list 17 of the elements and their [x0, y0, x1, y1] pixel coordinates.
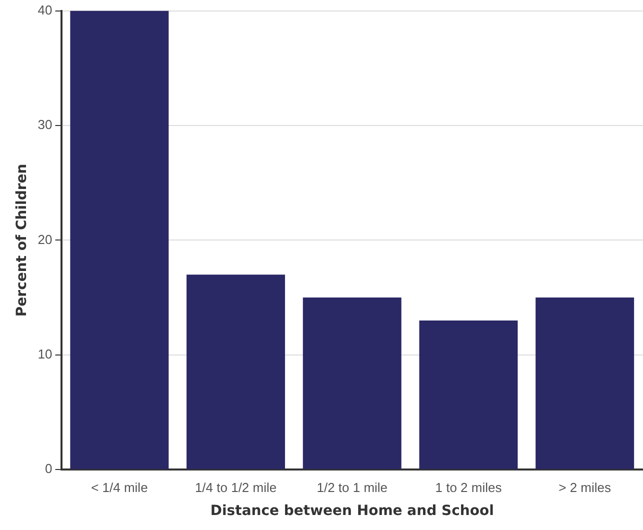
x-axis-title: Distance between Home and School	[210, 503, 494, 520]
y-tick-label: 0	[45, 461, 52, 476]
bar	[186, 274, 286, 470]
y-tick-label: 40	[38, 2, 52, 18]
y-axis-title: Percent of Children	[14, 164, 30, 317]
bar	[302, 298, 402, 470]
x-tick-label: < 1/4 mile	[91, 480, 148, 495]
bar	[419, 320, 518, 470]
y-tick-label: 20	[38, 232, 52, 247]
x-tick-label: 1 to 2 miles	[435, 480, 502, 495]
x-tick-label: 1/2 to 1 mile	[316, 480, 388, 495]
bar	[70, 10, 169, 470]
x-tick-label: > 2 miles	[558, 480, 612, 495]
bar	[536, 298, 634, 470]
y-tick-label: 30	[38, 117, 52, 132]
y-tick-label: 10	[38, 346, 52, 362]
x-tick-label: 1/4 to 1/2 mile	[194, 480, 277, 495]
